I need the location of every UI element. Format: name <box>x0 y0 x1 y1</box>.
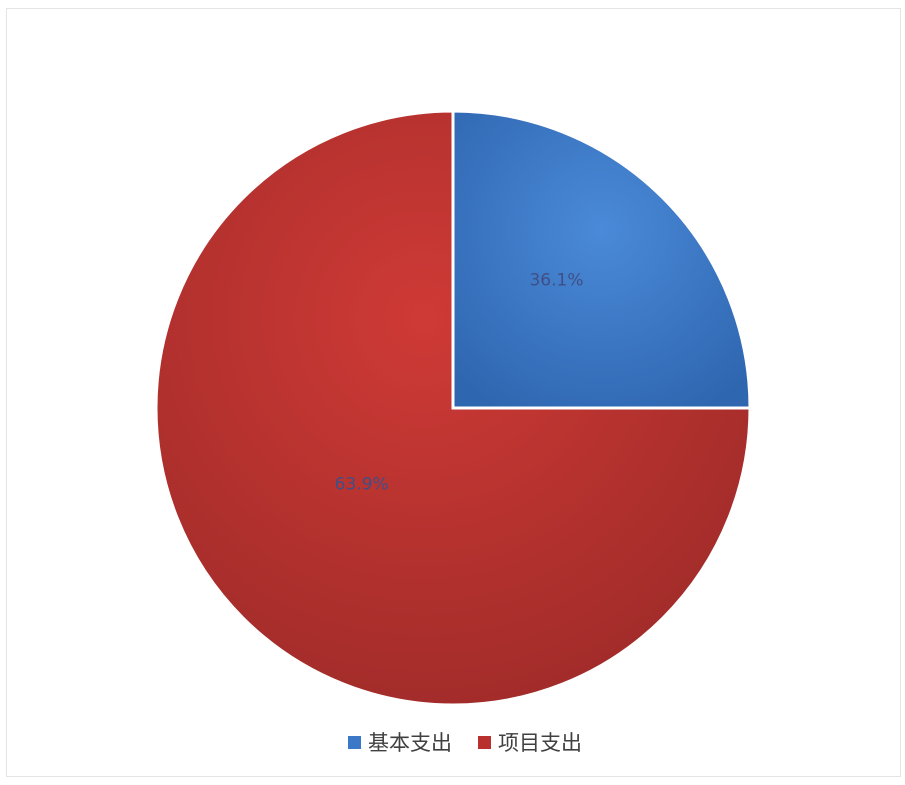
data-label-1: 63.9% <box>335 474 389 494</box>
legend-label-1: 项目支出 <box>498 731 582 755</box>
data-label-0: 36.1% <box>529 270 583 290</box>
legend-label-0: 基本支出 <box>368 731 452 755</box>
legend-swatch-0 <box>348 736 361 749</box>
pie-slice-1 <box>154 109 752 707</box>
legend-swatch-1 <box>478 736 491 749</box>
pie-slice-0 <box>451 109 752 410</box>
